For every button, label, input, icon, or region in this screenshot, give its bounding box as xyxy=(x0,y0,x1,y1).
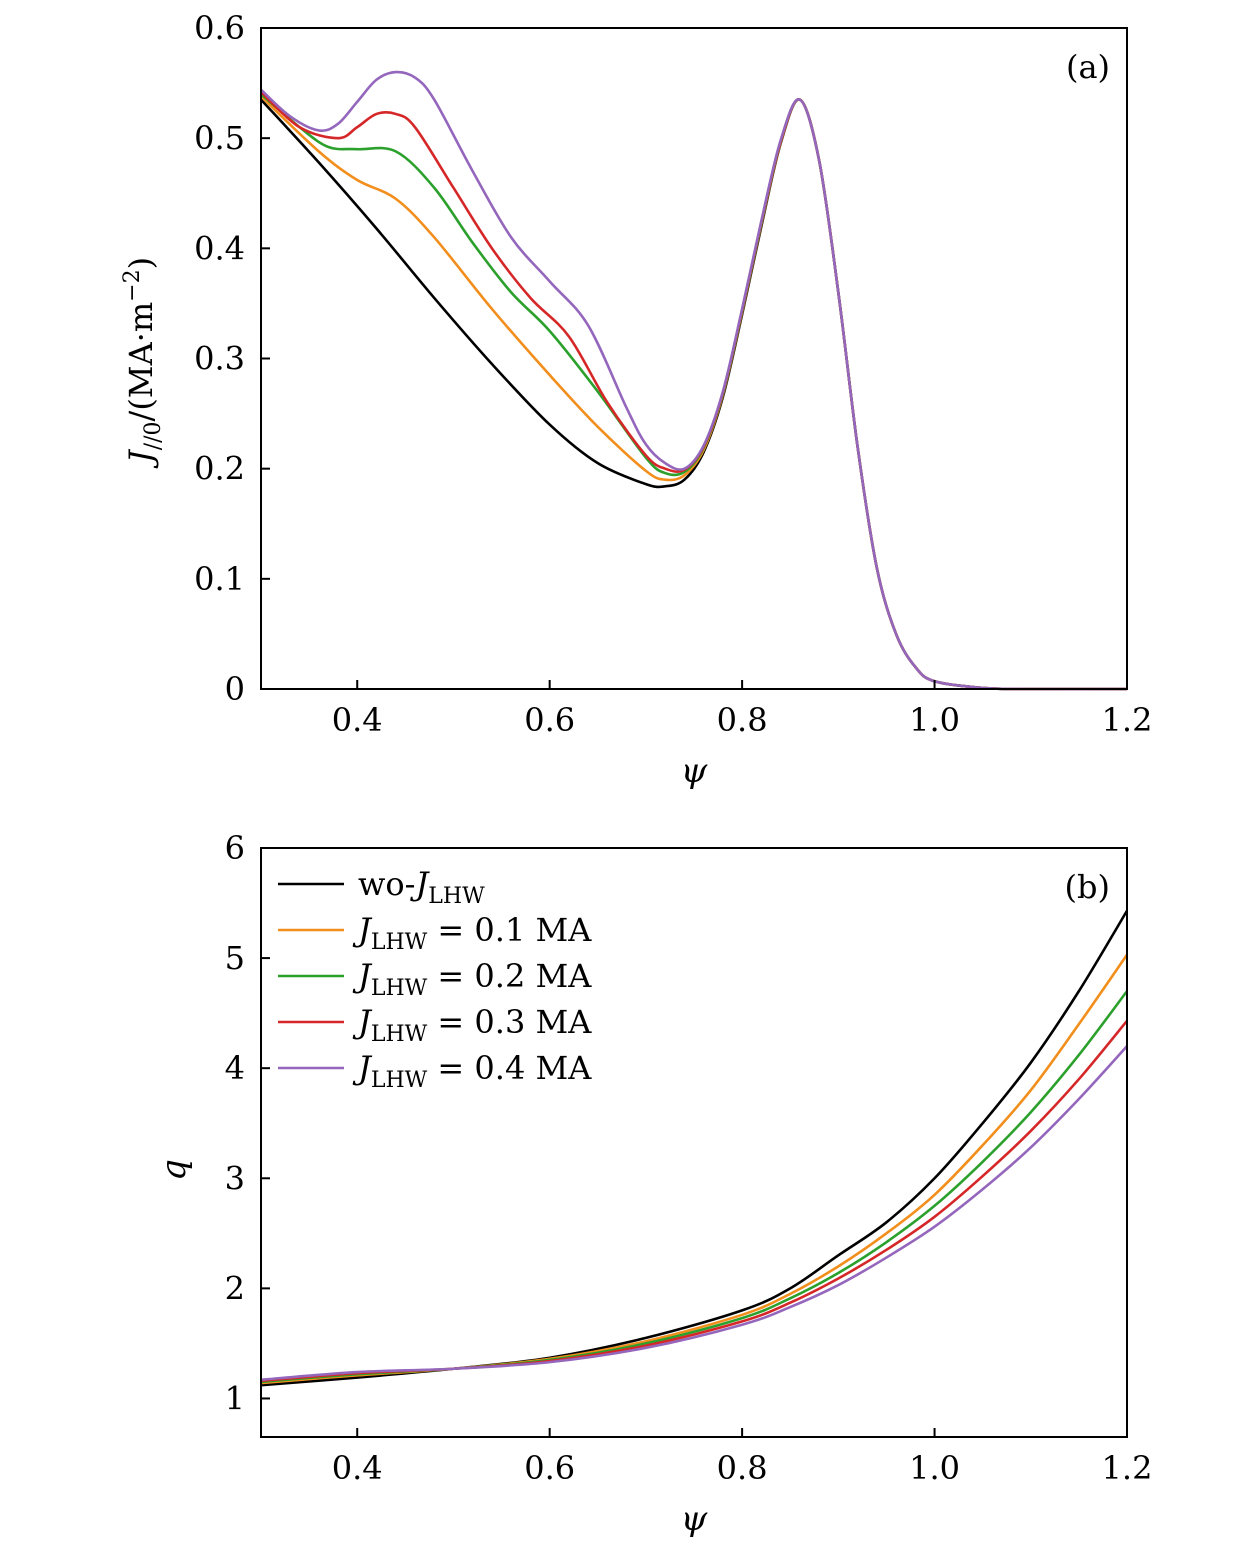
y-tick-label: 1 xyxy=(225,1379,245,1417)
panel-b-ylabel: q xyxy=(154,1159,194,1181)
series-line-4 xyxy=(260,70,1128,691)
x-tick-label: 1.0 xyxy=(909,1449,960,1487)
legend-item: JLHW = 0.2 MA xyxy=(278,957,592,1001)
legend-label: JLHW = 0.2 MA xyxy=(352,957,592,1001)
legend-label: JLHW = 0.3 MA xyxy=(352,1003,592,1047)
legend-item: JLHW = 0.3 MA xyxy=(278,1003,592,1047)
panel-a-frame xyxy=(260,27,1128,690)
series-line-1 xyxy=(260,95,1128,691)
series-line-4 xyxy=(260,1045,1128,1382)
panel-a-ticks: 0.4 0.6 0.8 1.0 1.2 0 0.1 0.2 0.3 0.4 0.5 0.6 xyxy=(194,9,1152,739)
panel-a-ylabel: J//0/(MA·m−2) xyxy=(120,257,166,469)
panel-b-frame xyxy=(260,847,1128,1438)
legend-item: wo-JLHW xyxy=(278,865,485,909)
y-tick-label: 0.4 xyxy=(194,229,245,267)
x-tick-label: 0.4 xyxy=(332,1449,383,1487)
panel-a-ylabel-j: J xyxy=(122,448,160,469)
legend-label: wo-JLHW xyxy=(358,865,485,909)
panel-a-ylabel-close: ) xyxy=(122,257,160,269)
panel-a-tag: (a) xyxy=(1066,48,1110,86)
panel-a-series xyxy=(260,70,1128,691)
x-tick-label: 0.8 xyxy=(717,1449,768,1487)
legend-label: JLHW = 0.4 MA xyxy=(352,1049,592,1093)
y-tick-label: 0 xyxy=(225,670,245,708)
y-tick-label: 3 xyxy=(225,1159,245,1197)
series-line-3 xyxy=(260,90,1128,691)
series-line-1 xyxy=(260,954,1129,1385)
series-line-2 xyxy=(260,93,1128,691)
panel-a-ylabel-rest: /(MA·m xyxy=(122,302,160,422)
panel-b-xlabel: ψ xyxy=(681,1499,708,1539)
panel-a: 0.4 0.6 0.8 1.0 1.2 0 0.1 0.2 0.3 0.4 0.5 0.6 (a) ψ… xyxy=(120,9,1152,791)
legend-item: JLHW = 0.1 MA xyxy=(278,911,592,955)
x-tick-label: 0.8 xyxy=(717,701,768,739)
x-tick-label: 1.2 xyxy=(1102,701,1153,739)
y-tick-label: 0.5 xyxy=(194,119,245,157)
panel-b-ticks: 0.4 0.6 0.8 1.0 1.2 1 2 3 4 5 6 xyxy=(225,829,1153,1487)
panel-a-ylabel-sup: −2 xyxy=(120,269,145,301)
y-tick-label: 5 xyxy=(225,939,245,977)
series-line-0 xyxy=(260,98,1128,691)
panel-b-tag: (b) xyxy=(1065,868,1110,906)
x-tick-label: 0.6 xyxy=(524,1449,575,1487)
y-tick-label: 0.2 xyxy=(194,450,245,488)
y-tick-label: 6 xyxy=(225,829,245,867)
y-tick-label: 0.6 xyxy=(194,9,245,47)
x-tick-label: 0.6 xyxy=(524,701,575,739)
y-tick-label: 0.1 xyxy=(194,560,245,598)
x-tick-label: 0.4 xyxy=(332,701,383,739)
y-tick-label: 4 xyxy=(225,1049,245,1087)
legend-item: JLHW = 0.4 MA xyxy=(278,1049,592,1093)
panel-a-xlabel: ψ xyxy=(681,751,708,791)
x-tick-label: 1.0 xyxy=(909,701,960,739)
panel-a-ylabel-sub: //0 xyxy=(141,421,166,450)
series-line-2 xyxy=(260,990,1129,1384)
panel-b-series xyxy=(260,910,1129,1387)
x-tick-label: 1.2 xyxy=(1102,1449,1153,1487)
legend-label: JLHW = 0.1 MA xyxy=(352,911,592,955)
y-tick-label: 0.3 xyxy=(194,340,245,378)
y-tick-label: 2 xyxy=(225,1269,245,1307)
